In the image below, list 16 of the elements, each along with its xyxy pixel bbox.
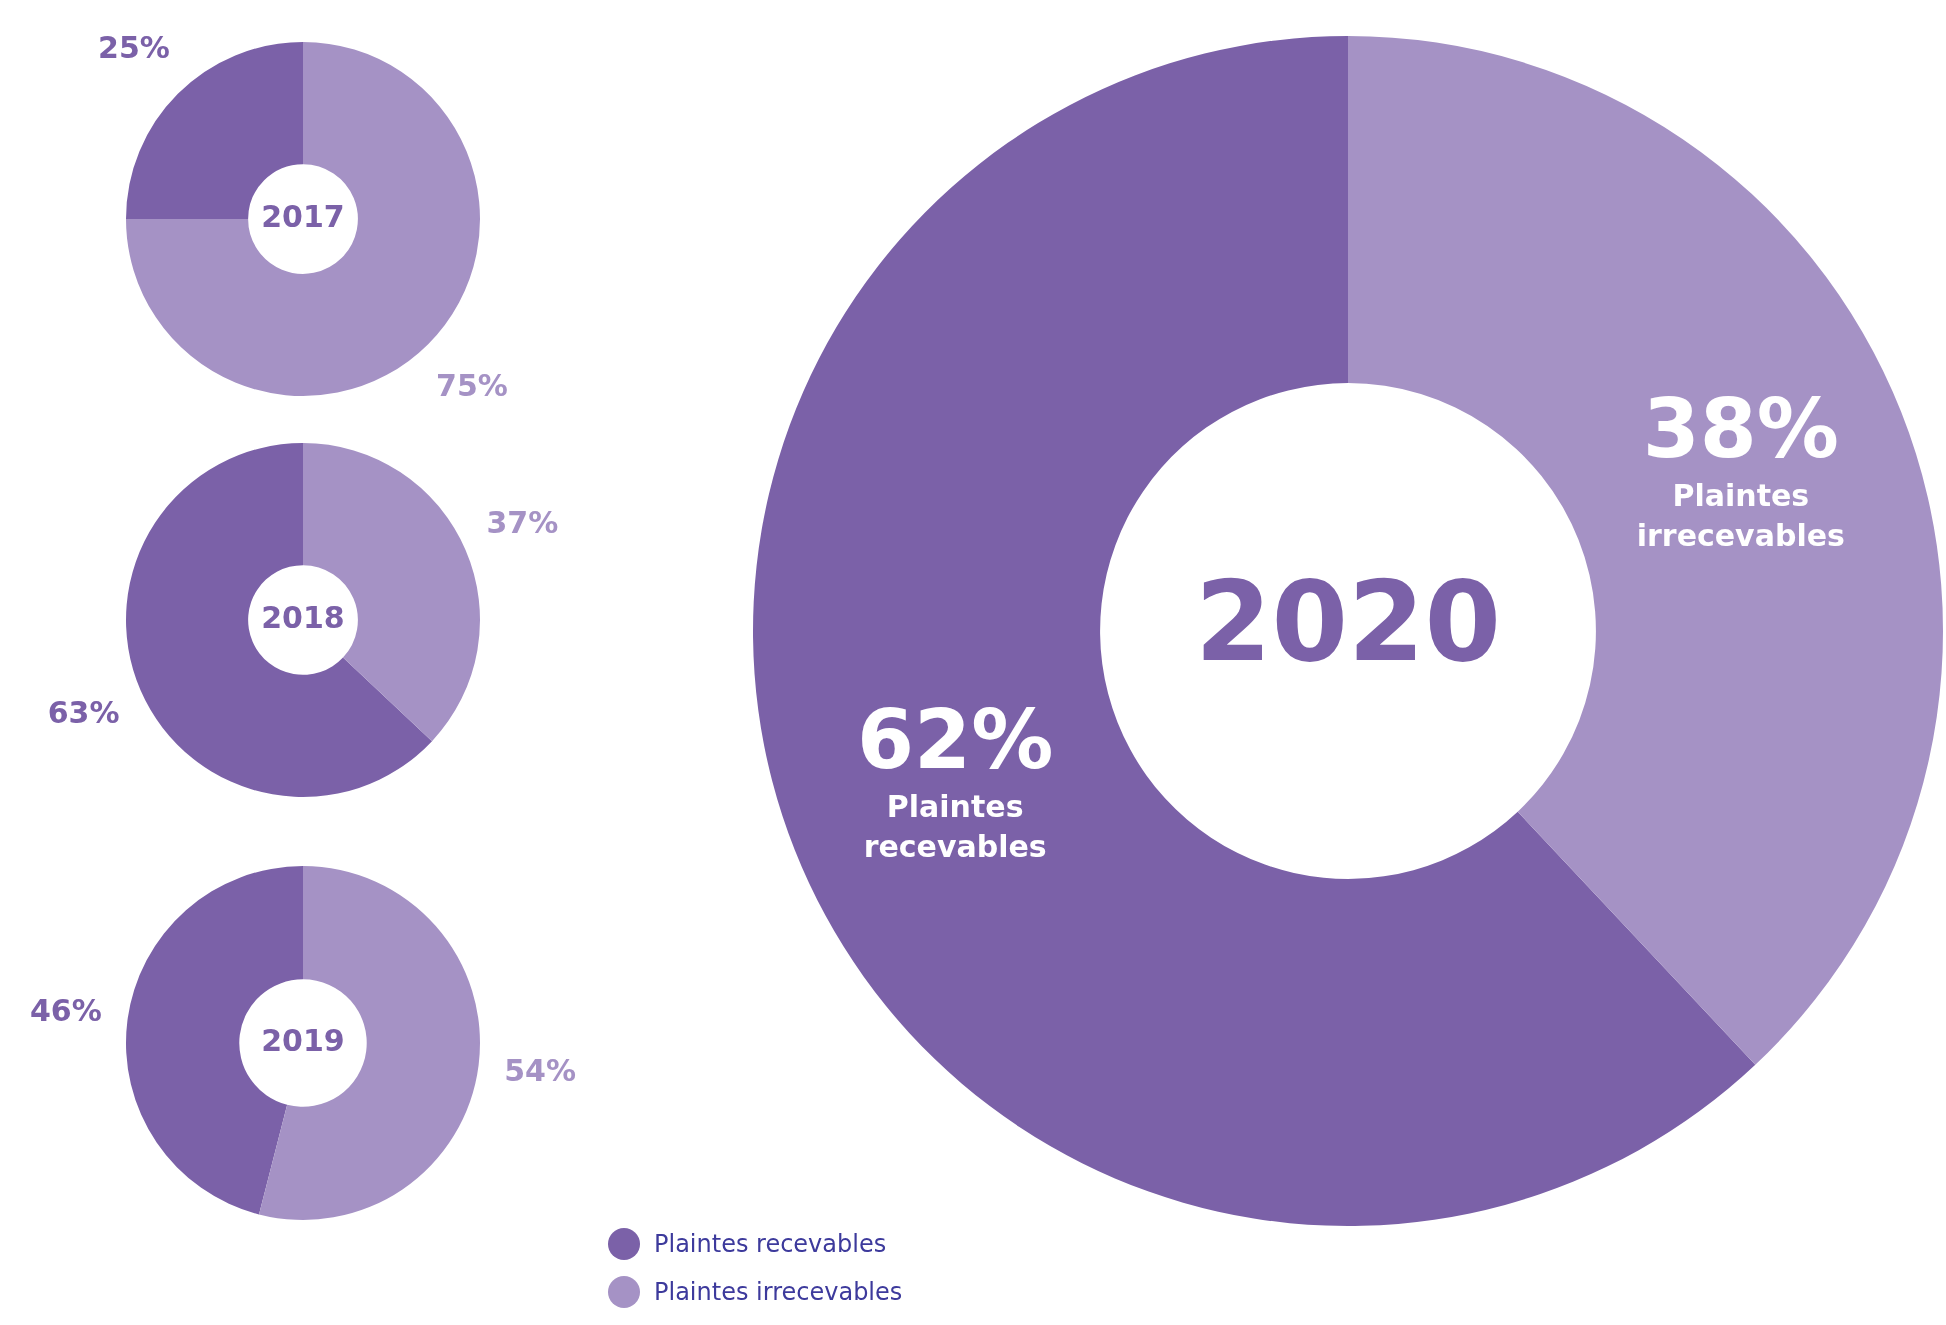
data-label: 38% — [1642, 380, 1839, 476]
legend-label: Plaintes irrecevables — [654, 1278, 903, 1306]
text: 2018 — [261, 599, 345, 635]
data-label: 62% — [857, 691, 1054, 787]
slice-label: Plaintes recevables — [863, 789, 1047, 865]
text: 2019 — [261, 1022, 345, 1058]
text: 2020 — [1194, 557, 1502, 686]
data-label: 75% — [436, 367, 508, 403]
data-label: 25% — [98, 29, 170, 65]
data-label: 46% — [29, 992, 102, 1028]
data-label: 63% — [47, 694, 120, 730]
data-label: 54% — [504, 1052, 577, 1088]
text: 2017 — [261, 198, 345, 234]
data-label: 37% — [486, 504, 559, 540]
legend-label: Plaintes recevables — [654, 1230, 887, 1258]
slice-label: Plaintes irrecevables — [1636, 478, 1845, 554]
